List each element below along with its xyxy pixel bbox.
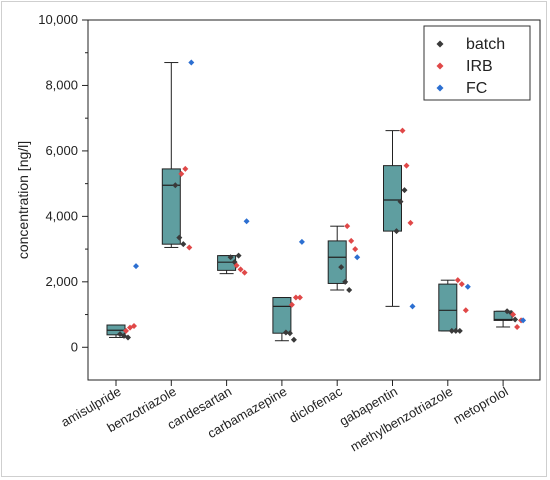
- data-point-fc: [520, 317, 527, 324]
- data-point-batch: [180, 241, 187, 248]
- data-point-batch: [176, 234, 183, 241]
- y-tick-label: 10,000: [38, 12, 78, 27]
- data-point-fc: [464, 283, 471, 290]
- box-iqr: [272, 297, 292, 334]
- box-group: [438, 279, 458, 332]
- legend-label-batch: batch: [466, 36, 505, 53]
- data-point-irb: [510, 311, 517, 318]
- data-point-batch: [338, 264, 345, 271]
- data-point-irb: [399, 127, 406, 134]
- box-group: [161, 62, 181, 248]
- data-point-irb: [352, 246, 359, 253]
- data-point-irb: [514, 323, 521, 330]
- data-point-irb: [462, 307, 469, 314]
- data-point-batch: [452, 327, 459, 334]
- data-point-irb: [344, 223, 351, 230]
- y-tick-label: 6,000: [45, 143, 78, 158]
- data-point-irb: [407, 219, 414, 226]
- legend-marker-batch: [436, 40, 444, 48]
- legend-label-fc: FC: [466, 80, 487, 97]
- data-point-batch: [456, 327, 463, 334]
- data-point-batch: [282, 329, 289, 336]
- data-point-batch: [342, 278, 349, 285]
- data-point-irb: [241, 269, 248, 276]
- y-tick-label: 4,000: [45, 208, 78, 223]
- data-point-batch: [448, 327, 455, 334]
- data-point-fc: [243, 218, 250, 225]
- data-point-irb: [123, 327, 129, 334]
- legend-marker-fc: [436, 84, 444, 92]
- legend-label-irb: IRB: [466, 58, 493, 75]
- data-point-batch: [290, 336, 297, 343]
- box-iqr: [438, 283, 458, 332]
- data-point-fc: [188, 59, 195, 66]
- data-point-irb: [233, 262, 240, 269]
- x-tick-label: diclofenac: [286, 383, 345, 426]
- x-tick-label: methylbenzotriazole: [348, 384, 456, 455]
- data-point-irb: [348, 237, 355, 244]
- data-point-irb: [178, 170, 185, 177]
- data-point-irb: [186, 244, 193, 251]
- data-point-irb: [454, 277, 461, 284]
- y-tick-label: 0: [71, 339, 78, 354]
- data-point-batch: [125, 334, 131, 341]
- data-point-batch: [393, 228, 400, 235]
- data-point-batch: [172, 182, 179, 189]
- data-point-fc: [354, 254, 361, 261]
- data-point-batch: [401, 187, 408, 194]
- plot-area-border: [87, 19, 541, 381]
- data-point-irb: [237, 266, 244, 273]
- box-iqr: [327, 240, 347, 284]
- data-point-batch: [235, 252, 242, 259]
- data-point-batch: [227, 254, 234, 261]
- box-group: [106, 324, 126, 338]
- data-point-batch: [346, 287, 353, 293]
- data-point-batch: [286, 330, 293, 337]
- data-point-fc: [133, 263, 139, 270]
- data-point-irb: [403, 162, 410, 169]
- box-group: [217, 255, 237, 275]
- data-point-irb: [288, 301, 295, 308]
- data-point-fc: [409, 303, 416, 310]
- data-point-irb: [458, 281, 465, 288]
- y-axis-label: concentration [ng/l]: [15, 141, 31, 259]
- legend: batch IRB FC: [423, 25, 531, 101]
- data-point-batch: [397, 198, 404, 205]
- legend-marker-irb: [436, 62, 444, 70]
- y-tick-label: 2,000: [45, 274, 78, 289]
- x-tick-label: metoprolol: [451, 384, 511, 427]
- data-point-irb: [182, 165, 189, 172]
- data-point-batch: [512, 316, 519, 323]
- data-point-fc: [298, 238, 305, 245]
- y-tick-label: 8,000: [45, 77, 78, 92]
- data-point-irb: [292, 294, 299, 301]
- data-point-irb: [296, 294, 303, 301]
- box-group: [272, 297, 292, 342]
- box-group: [327, 225, 347, 291]
- data-point-irb: [131, 323, 137, 329]
- box-group: [383, 130, 402, 307]
- box-iqr: [161, 168, 181, 245]
- box-iqr: [383, 165, 402, 232]
